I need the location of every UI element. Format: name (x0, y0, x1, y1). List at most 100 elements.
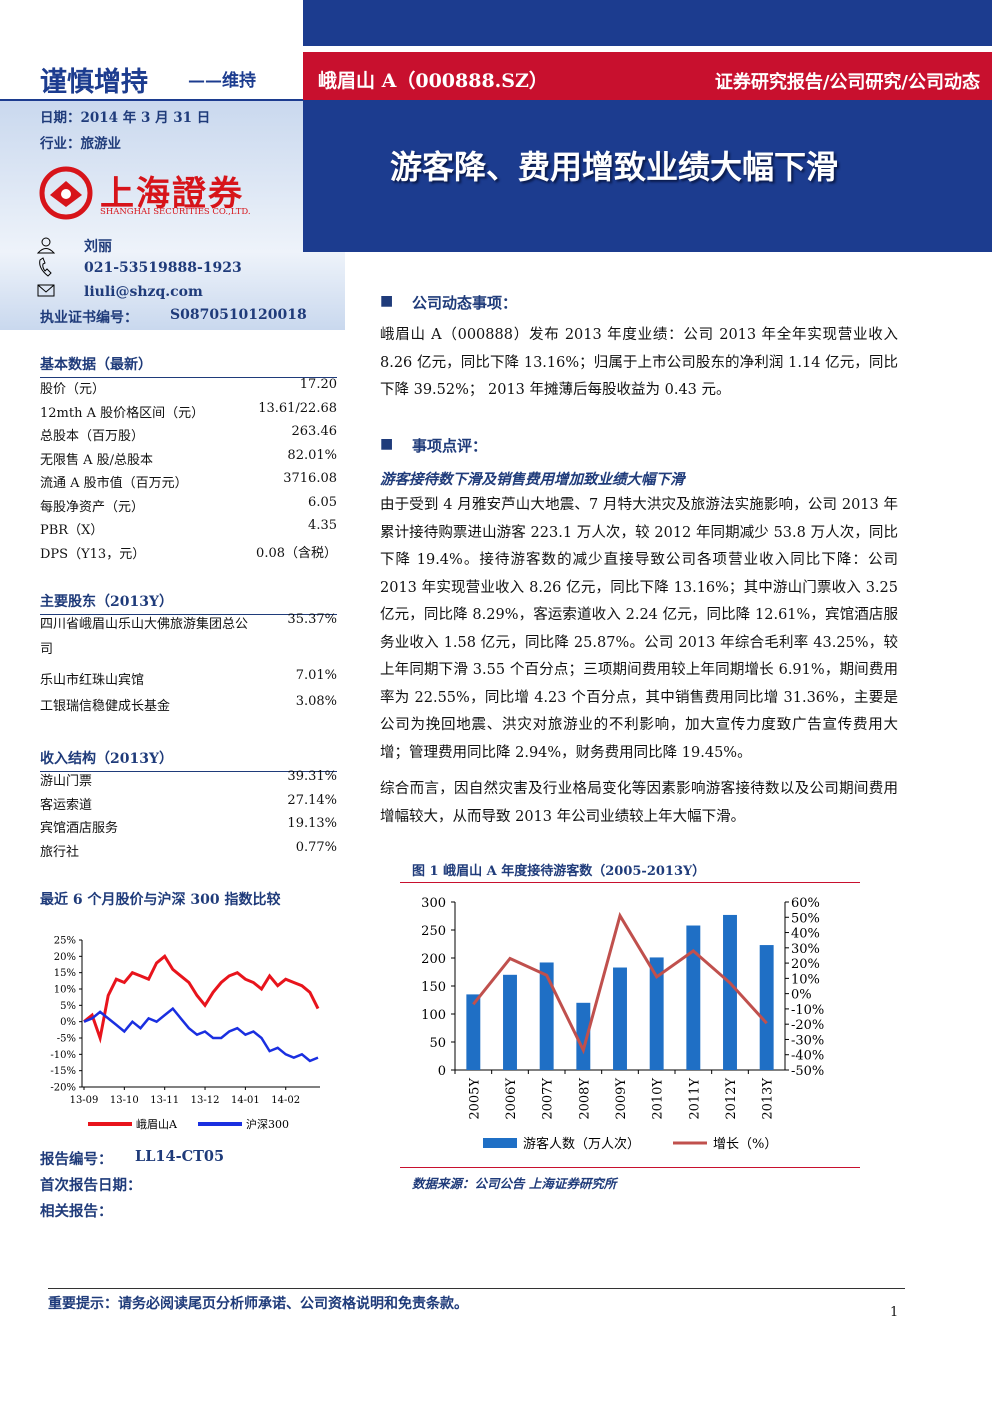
table-row: 游山门票 39.31% (40, 769, 337, 793)
x-tick-label: 2008Y (577, 1078, 592, 1120)
phone: 021-53519888-1923 (84, 260, 242, 276)
logo-en: SHANGHAI SECURITIES CO.,LTD. (100, 207, 251, 217)
y-tick-label: 25% (54, 936, 76, 947)
x-tick-label: 2007Y (541, 1078, 556, 1120)
rule (400, 882, 860, 883)
report-title: 游客降、费用增致业绩大幅下滑 (390, 148, 839, 186)
bar (466, 994, 481, 1070)
figure-source: 数据来源：公司公告 上海证券研究所 (412, 1176, 617, 1191)
row-value: 0.08（含税） (256, 545, 337, 561)
row-label: 宾馆酒店服务 (40, 821, 119, 836)
y-tick-label: -10% (50, 1050, 76, 1061)
x-tick-label: 13-09 (70, 1095, 99, 1106)
table-row: 客运索道 27.14% (40, 793, 337, 817)
row-label: 无限售 A 股/总股本 (40, 452, 154, 468)
rating-note: ——维持 (188, 71, 256, 91)
y-tick-label: -15% (50, 1066, 76, 1077)
y-tick-label: 100 (421, 1008, 446, 1023)
row-label: 流通 A 股市值（百万元） (40, 476, 188, 491)
rule (0, 99, 303, 101)
table-row: 四川省峨眉山乐山大佛旅游集团总公司 35.37% (40, 612, 337, 668)
subheading: 游客接待数下滑及销售费用增加致业绩大幅下滑 (380, 471, 685, 488)
x-tick-label: 2011Y (687, 1078, 702, 1120)
paragraph: 由于受到 4 月雅安芦山大地震、7 月特大洪灾及旅游法实施影响，公司 2013 … (380, 497, 898, 761)
bar (576, 1002, 591, 1070)
email: liuli@shzq.com (84, 284, 203, 300)
bar (613, 967, 627, 1070)
row-value: 263.46 (291, 424, 338, 439)
legend-label: 沪深300 (246, 1117, 289, 1131)
row-label: 股价（元） (40, 382, 106, 397)
row-label: 每股净资产（元） (40, 499, 145, 515)
legend-label: 峨眉山A (136, 1118, 178, 1131)
date: 日期：2014 年 3 月 31 日 (40, 110, 211, 126)
row-value: 7.01% (295, 668, 337, 683)
y-tick-label: 10% (54, 985, 76, 996)
bar (539, 962, 554, 1070)
legend-label: 增长（%） (713, 1137, 777, 1152)
y2-tick-label: -20% (791, 1018, 824, 1033)
bullet: ■ (380, 436, 394, 452)
legend-label: 游客人数（万人次） (523, 1136, 640, 1152)
y-tick-label: 20% (54, 952, 76, 963)
table-row: 股价（元） 17.20 (40, 377, 337, 401)
top-band (303, 0, 992, 46)
y-tick-label: 50 (429, 1036, 446, 1051)
row-value: 19.13% (287, 816, 337, 831)
logo-icon (39, 166, 93, 220)
page-number: 1 (890, 1305, 899, 1320)
table-row: 流通 A 股市值（百万元） 3716.08 (40, 471, 337, 495)
footer-notice: 重要提示：请务必阅读尾页分析师承诺、公司资格说明和免责条款。 (48, 1296, 468, 1312)
row-label: 总股本（百万股） (40, 429, 145, 444)
stock-chart-title: 最近 6 个月股价与沪深 300 指数比较 (40, 892, 281, 908)
section-heading: 公司动态事项： (412, 294, 518, 312)
contact-icons (36, 237, 56, 297)
growth-line (472, 911, 768, 1055)
row-label: DPS（Y13，元） (40, 546, 146, 562)
report-category: 证券研究报告/公司研究/公司动态 (714, 72, 980, 93)
row-value: 0.77% (295, 839, 337, 855)
row-label: PBR（X） (40, 523, 104, 538)
legend-swatch (483, 1138, 517, 1148)
row-label: 四川省峨眉山乐山大佛旅游集团总公司 (40, 617, 249, 657)
report-number: LL14-CT05 (135, 1148, 225, 1165)
y2-tick-label: 20% (791, 957, 820, 972)
row-value: 17.20 (299, 377, 337, 392)
series-line (83, 1006, 319, 1063)
x-tick-label: 13-10 (110, 1095, 139, 1106)
x-tick-label: 2009Y (614, 1078, 629, 1120)
row-label: 工银瑞信稳健成长基金 (40, 699, 171, 714)
table-row: DPS（Y13，元） 0.08（含税） (40, 542, 337, 566)
table-row: 每股净资产（元） 6.05 (40, 495, 337, 519)
row-value: 6.05 (308, 494, 337, 510)
row-value: 13.61/22.68 (258, 400, 337, 416)
y-tick-label: 300 (421, 896, 446, 911)
bar (759, 945, 774, 1070)
x-tick-label: 2012Y (724, 1078, 739, 1120)
rating: 谨慎增持 (40, 67, 148, 98)
bar (503, 974, 517, 1070)
y2-tick-label: 40% (791, 927, 820, 942)
section-heading: 事项点评： (412, 437, 488, 455)
row-label: 12mth A 股价格区间（元） (40, 405, 205, 421)
x-tick-label: 2006Y (504, 1078, 519, 1120)
x-tick-label: 2005Y (467, 1078, 482, 1120)
y-tick-label: -5% (57, 1034, 76, 1045)
table-row: 旅行社 0.77% (40, 840, 337, 864)
table-row: 乐山市红珠山宾馆 7.01% (40, 668, 337, 694)
y2-tick-label: -30% (791, 1033, 824, 1048)
related-report-label: 相关报告： (40, 1203, 113, 1220)
y-tick-label: 15% (54, 968, 76, 979)
row-value: 27.14% (287, 792, 337, 808)
y2-tick-label: 30% (791, 942, 820, 957)
y2-tick-label: 50% (791, 911, 820, 926)
row-value: 4.35 (308, 518, 337, 533)
first-report-label: 首次报告日期： (40, 1177, 142, 1194)
row-value: 3.08% (295, 694, 337, 709)
table-row: 12mth A 股价格区间（元） 13.61/22.68 (40, 401, 337, 425)
paragraph: 峨眉山 A（000888）发布 2013 年度业绩：公司 2013 年全年实现营… (380, 327, 898, 398)
table-row: 宾馆酒店服务 19.13% (40, 816, 337, 840)
red-band (303, 52, 992, 100)
figure-title: 图 1 峨眉山 A 年度接待游客数（2005-2013Y） (412, 864, 706, 879)
row-label: 游山门票 (40, 774, 93, 789)
